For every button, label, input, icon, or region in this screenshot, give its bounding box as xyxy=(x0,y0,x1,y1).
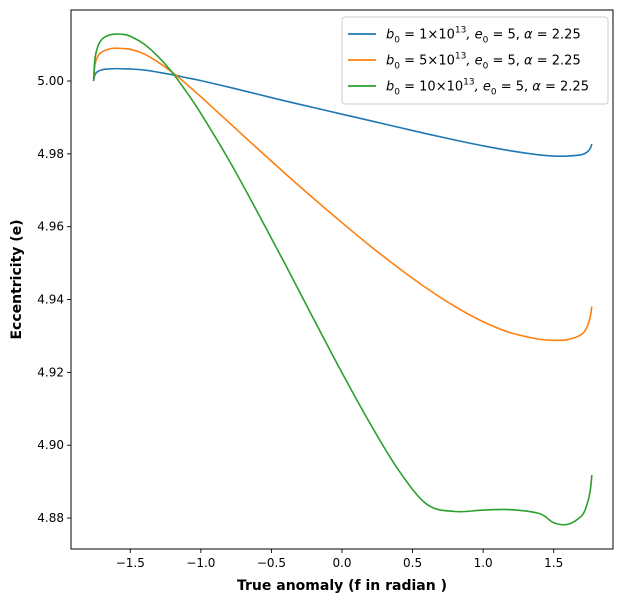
x-tick-label: 0.5 xyxy=(403,556,422,570)
y-tick-label: 4.90 xyxy=(37,438,64,452)
y-tick-label: 4.96 xyxy=(37,220,64,234)
x-tick-label: 1.5 xyxy=(544,556,563,570)
series-line-3 xyxy=(92,33,593,526)
y-tick-label: 4.92 xyxy=(37,365,64,379)
y-tick-label: 4.98 xyxy=(37,147,64,161)
x-tick-label: −1.5 xyxy=(116,556,145,570)
y-tick-label: 4.94 xyxy=(37,293,64,307)
series-line-2 xyxy=(92,47,593,342)
x-tick-label: 0.0 xyxy=(332,556,351,570)
legend-box xyxy=(341,16,609,105)
plot-lines xyxy=(92,33,593,526)
legend-label-3: b0 = 10×1013, e0 = 5, α = 2.25 xyxy=(386,78,589,98)
legend: b0 = 1×1013, e0 = 5, α = 2.25 b0 = 5×1013… xyxy=(341,16,609,105)
legend-label-2: b0 = 5×1013, e0 = 5, α = 2.25 xyxy=(386,52,581,72)
y-tick-label: 4.88 xyxy=(37,511,64,525)
x-tick-label: −1.0 xyxy=(186,556,215,570)
series-line-1 xyxy=(92,67,593,157)
y-tick-label: 5.00 xyxy=(37,74,64,88)
x-tick-label: −0.5 xyxy=(257,556,286,570)
y-axis: 4.88 4.90 4.92 4.94 4.96 4.98 5.00 xyxy=(37,74,71,525)
x-tick-label: 1.0 xyxy=(474,556,493,570)
y-axis-title: Eccentricity (e) xyxy=(9,219,25,339)
x-axis-title: True anomaly (f in radian ) xyxy=(237,578,447,594)
x-axis: −1.5 −1.0 −0.5 0.0 0.5 1.0 1.5 xyxy=(116,549,563,570)
legend-label-1: b0 = 1×1013, e0 = 5, α = 2.25 xyxy=(386,26,581,46)
